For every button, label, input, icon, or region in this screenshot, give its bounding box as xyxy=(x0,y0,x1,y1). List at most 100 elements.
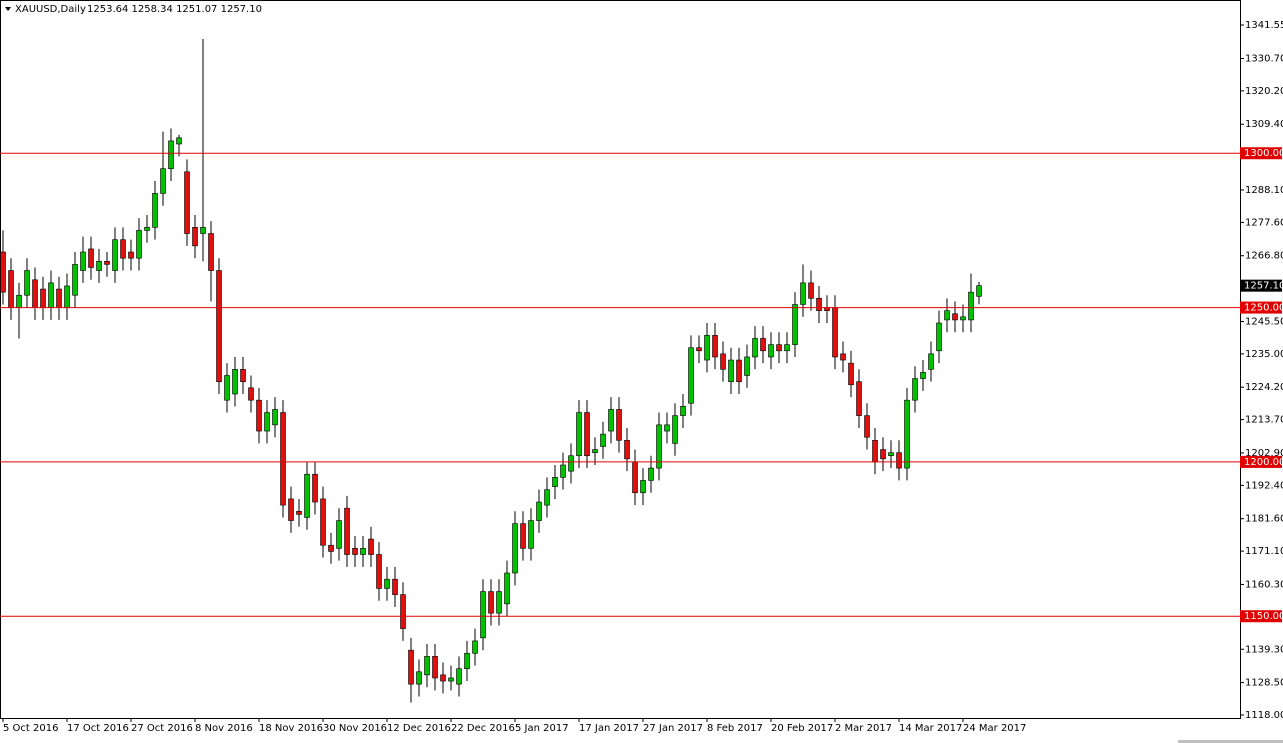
x-tick-label: 5 Oct 2016 xyxy=(3,723,58,734)
scrollbar[interactable] xyxy=(1178,740,1283,743)
candle-body xyxy=(328,544,334,552)
candle-body xyxy=(392,578,398,595)
candle-body xyxy=(496,591,502,614)
candle-body xyxy=(512,523,518,574)
candle-body xyxy=(72,264,78,296)
x-tick-label: 5 Jan 2017 xyxy=(515,723,569,734)
candle-body xyxy=(616,409,622,441)
candle-body xyxy=(24,270,30,296)
candle-body xyxy=(480,591,486,639)
candle-body xyxy=(184,171,190,234)
candle-body xyxy=(560,464,566,478)
candle-body xyxy=(56,288,62,308)
candle-body xyxy=(680,406,686,416)
candle-body xyxy=(536,501,542,521)
candle-body xyxy=(80,251,86,271)
candle-body xyxy=(304,473,310,518)
candle-body xyxy=(704,335,710,361)
candle-body xyxy=(608,409,614,432)
candle-body xyxy=(880,449,886,460)
y-tick-label: 1192.40 xyxy=(1245,480,1283,491)
y-tick-label: 1160.30 xyxy=(1245,579,1283,590)
x-tick-label: 27 Jan 2017 xyxy=(643,723,703,734)
candle-body xyxy=(320,498,326,546)
candle-body xyxy=(544,489,550,506)
candle-body xyxy=(256,399,262,432)
candle-body xyxy=(888,452,894,457)
candle-body xyxy=(344,507,350,555)
candle-body xyxy=(472,640,478,654)
menu-arrow[interactable] xyxy=(5,7,11,11)
candle-body xyxy=(864,415,870,438)
level-label-box xyxy=(1240,147,1282,160)
level-label: 1300.00 xyxy=(1244,148,1283,159)
candle-body xyxy=(768,344,774,358)
candle-body xyxy=(760,338,766,352)
candle-body xyxy=(792,304,798,345)
x-tick-label: 8 Feb 2017 xyxy=(707,723,763,734)
x-tick-label: 30 Nov 2016 xyxy=(323,723,387,734)
candle-body xyxy=(104,260,110,265)
x-tick-label: 17 Oct 2016 xyxy=(67,723,129,734)
candle-body xyxy=(624,440,630,460)
candle-body xyxy=(600,433,606,447)
candle-body xyxy=(928,353,934,370)
candle-body xyxy=(464,652,470,670)
candle-body xyxy=(48,282,54,308)
candle-body xyxy=(160,168,166,194)
candle-body xyxy=(88,248,94,268)
candle-body xyxy=(840,353,846,361)
candle-body xyxy=(0,251,6,293)
candle-body xyxy=(120,239,126,259)
candle-body xyxy=(224,375,230,401)
current-price-box xyxy=(1240,279,1282,292)
x-tick-label: 8 Nov 2016 xyxy=(195,723,253,734)
candle-body xyxy=(488,591,494,614)
y-tick-label: 1181.60 xyxy=(1245,514,1283,525)
candle-body xyxy=(960,316,966,321)
candle-body xyxy=(936,322,942,352)
y-tick-label: 1309.40 xyxy=(1245,119,1283,130)
y-tick-label: 1320.20 xyxy=(1245,86,1283,97)
candle-body xyxy=(576,412,582,457)
candle-body xyxy=(128,251,134,259)
candle-body xyxy=(952,313,958,321)
y-tick-label: 1330.70 xyxy=(1245,53,1283,64)
y-tick-label: 1202.90 xyxy=(1245,448,1283,459)
candle-body xyxy=(432,656,438,679)
candle-body xyxy=(16,294,22,308)
candle-body xyxy=(32,279,38,308)
candle-body xyxy=(360,548,366,555)
candle-body xyxy=(832,307,838,358)
candle-body xyxy=(448,677,454,682)
candle-body xyxy=(280,412,286,506)
candle-body xyxy=(728,359,734,382)
candle-body xyxy=(520,523,526,549)
candle-body xyxy=(112,239,118,271)
candle-body xyxy=(40,288,46,308)
level-label: 1200.00 xyxy=(1244,457,1283,468)
candle-body xyxy=(264,412,270,432)
level-label-box xyxy=(1240,301,1282,314)
x-tick-label: 22 Dec 2016 xyxy=(451,723,515,734)
candle-body xyxy=(688,347,694,404)
candle-body xyxy=(176,137,182,145)
y-tick-label: 1235.00 xyxy=(1245,349,1283,360)
candle-body xyxy=(800,282,806,305)
candle-body xyxy=(416,671,422,685)
candle-body xyxy=(232,369,238,395)
candle-body xyxy=(504,572,510,605)
candle-body xyxy=(136,230,142,259)
candle-body xyxy=(96,260,102,271)
candle-body xyxy=(720,353,726,370)
y-tick-label: 1224.20 xyxy=(1245,382,1283,393)
candle-body xyxy=(920,372,926,379)
y-tick-label: 1266.80 xyxy=(1245,251,1283,262)
candle-body xyxy=(592,449,598,453)
candle-body xyxy=(968,291,974,321)
candle-body xyxy=(752,338,758,358)
candle-body xyxy=(744,356,750,376)
x-tick-label: 12 Dec 2016 xyxy=(387,723,451,734)
candle-body xyxy=(240,369,246,382)
candle-body xyxy=(152,193,158,228)
